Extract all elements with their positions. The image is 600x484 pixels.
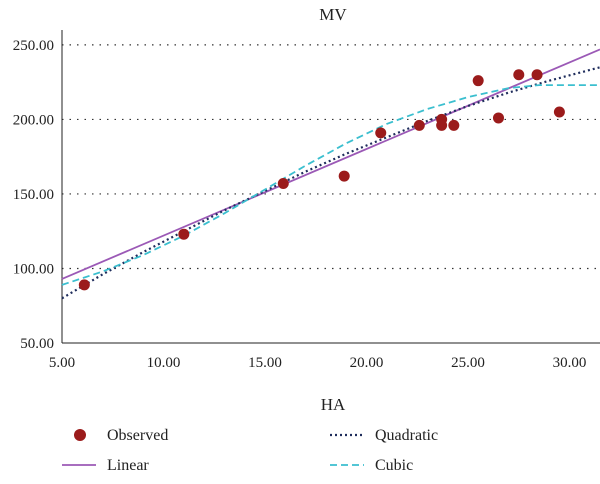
legend-label: Cubic [375,457,413,474]
plot-area [61,48,600,300]
data-point [277,178,289,190]
y-tick-label: 250.00 [13,38,54,54]
data-point [553,106,565,118]
legend-item-quadratic: Quadratic [330,427,438,444]
y-tick-label: 50.00 [20,336,54,352]
data-point [436,119,448,131]
data-point [472,75,484,87]
legend-label: Linear [107,457,149,474]
x-tick-label: 25.00 [451,355,485,371]
data-point [375,127,387,139]
series-linear-line [61,48,600,280]
y-tick-label: 150.00 [13,187,54,203]
legend-item-observed: Observed [74,427,168,444]
data-point [78,279,90,291]
data-point [513,69,525,81]
legend-label: Quadratic [375,427,438,444]
legend: Observed Linear Quadratic Cubic [62,427,438,474]
data-point [448,119,460,131]
x-axis-ticks: 5.00 10.00 15.00 20.00 25.00 30.00 [49,355,587,371]
x-tick-label: 5.00 [49,355,75,371]
y-tick-label: 200.00 [13,112,54,128]
x-tick-label: 10.00 [147,355,181,371]
x-tick-label: 15.00 [248,355,282,371]
legend-marker [74,429,86,441]
chart-title: MV [319,5,347,24]
data-point [338,170,350,182]
data-point [178,228,190,240]
legend-item-cubic: Cubic [330,457,413,474]
x-tick-label: 30.00 [553,355,587,371]
legend-label: Observed [107,427,168,444]
data-point [531,69,543,81]
series-cubic-line [61,84,600,286]
y-tick-label: 100.00 [13,261,54,277]
x-tick-label: 20.00 [350,355,384,371]
data-point [413,119,425,131]
data-point [492,112,504,124]
x-axis-title: HA [321,395,346,414]
series-quadratic-line [61,66,600,300]
y-axis-ticks: 50.00 100.00 150.00 200.00 250.00 [13,38,54,352]
legend-item-linear: Linear [62,457,149,474]
